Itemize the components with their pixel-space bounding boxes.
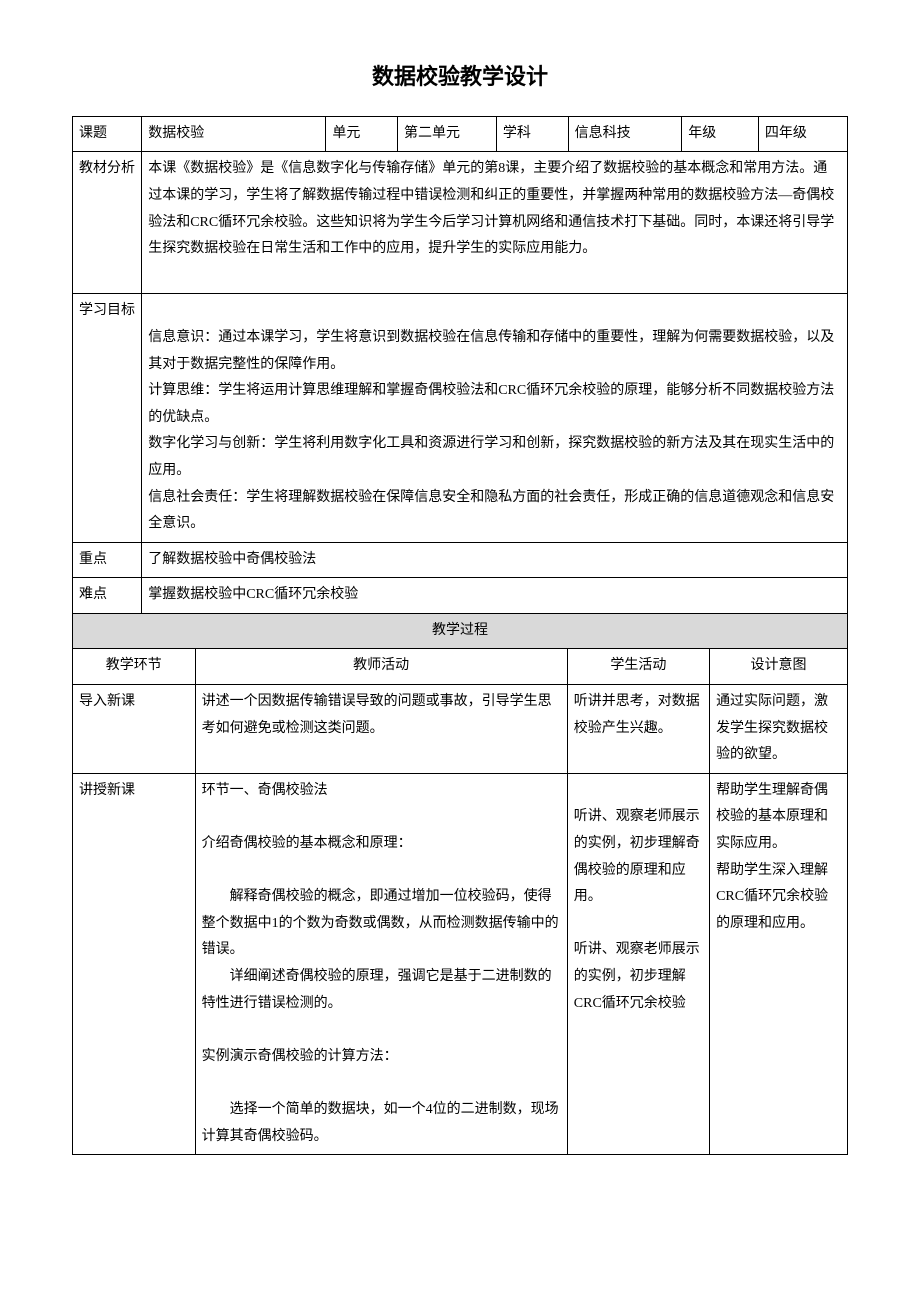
key-point-label: 重点 — [73, 542, 142, 578]
subject-label: 学科 — [496, 116, 568, 152]
intro-student-activity: 听讲并思考，对数据校验产生兴趣。 — [567, 685, 709, 774]
teacher-activity-header: 教师活动 — [195, 649, 567, 685]
blank-line — [202, 1070, 561, 1097]
teach-intent-2: 帮助学生深入理解CRC循环冗余校验的原理和应用。 — [716, 858, 841, 938]
grade-label: 年级 — [682, 116, 759, 152]
blank-line — [574, 778, 703, 805]
teach-lesson-row: 讲授新课 环节一、奇偶校验法 介绍奇偶校验的基本概念和原理： 解释奇偶校验的概念… — [73, 773, 848, 1154]
teach-example-detail: 选择一个简单的数据块，如一个4位的二进制数，现场计算其奇偶校验码。 — [202, 1097, 561, 1150]
intro-teacher-activity: 讲述一个因数据传输错误导致的问题或事故，引导学生思考如何避免或检测这类问题。 — [195, 685, 567, 774]
student-activity-header: 学生活动 — [567, 649, 709, 685]
blank-line — [202, 1017, 561, 1044]
intro-design-intent: 通过实际问题，激发学生探究数据校验的欲望。 — [710, 685, 848, 774]
lesson-plan-table: 课题 数据校验 单元 第二单元 学科 信息科技 年级 四年级 教材分析 本课《数… — [72, 116, 848, 650]
material-analysis-row: 教材分析 本课《数据校验》是《信息数字化与传输存储》单元的第8课，主要介绍了数据… — [73, 152, 848, 294]
teach-segment-1-title: 环节一、奇偶校验法 — [202, 778, 561, 805]
blank-line — [202, 858, 561, 885]
teach-student-activity: 听讲、观察老师展示的实例，初步理解奇偶校验的原理和应用。 听讲、观察老师展示的实… — [567, 773, 709, 1154]
teach-teacher-activity: 环节一、奇偶校验法 介绍奇偶校验的基本概念和原理： 解释奇偶校验的概念，即通过增… — [195, 773, 567, 1154]
difficulty-content: 掌握数据校验中CRC循环冗余校验 — [142, 578, 848, 614]
teach-concept-intro: 介绍奇偶校验的基本概念和原理： — [202, 831, 561, 858]
blank-line — [148, 263, 841, 290]
blank-line — [202, 804, 561, 831]
material-analysis-content: 本课《数据校验》是《信息数字化与传输存储》单元的第8课，主要介绍了数据校验的基本… — [142, 152, 848, 294]
teaching-process-header-row: 教学过程 — [73, 613, 848, 649]
material-analysis-label: 教材分析 — [73, 152, 142, 294]
difficulty-label: 难点 — [73, 578, 142, 614]
intro-lesson-label: 导入新课 — [73, 685, 196, 774]
teach-intent-1: 帮助学生理解奇偶校验的基本原理和实际应用。 — [716, 778, 841, 858]
segment-header: 教学环节 — [73, 649, 196, 685]
material-analysis-text: 本课《数据校验》是《信息数字化与传输存储》单元的第8课，主要介绍了数据校验的基本… — [148, 156, 841, 262]
goal-info-awareness: 信息意识：通过本课学习，学生将意识到数据校验在信息传输和存储中的重要性，理解为何… — [148, 325, 841, 378]
teach-principle-detail: 详细阐述奇偶校验的原理，强调它是基于二进制数的特性进行错误检测的。 — [202, 964, 561, 1017]
teach-concept-explain: 解释奇偶校验的概念，即通过增加一位校验码，使得整个数据中1的个数为奇数或偶数，从… — [202, 884, 561, 964]
teaching-process-header: 教学过程 — [73, 613, 848, 649]
difficulty-row: 难点 掌握数据校验中CRC循环冗余校验 — [73, 578, 848, 614]
blank-line — [574, 911, 703, 938]
learning-goals-label: 学习目标 — [73, 294, 142, 542]
design-intent-header: 设计意图 — [710, 649, 848, 685]
teach-design-intent: 帮助学生理解奇偶校验的基本原理和实际应用。 帮助学生深入理解CRC循环冗余校验的… — [710, 773, 848, 1154]
topic-label: 课题 — [73, 116, 142, 152]
teach-student-2: 听讲、观察老师展示的实例，初步理解CRC循环冗余校验 — [574, 937, 703, 1017]
teach-student-1: 听讲、观察老师展示的实例，初步理解奇偶校验的原理和应用。 — [574, 804, 703, 910]
topic-value: 数据校验 — [142, 116, 326, 152]
grade-value: 四年级 — [758, 116, 847, 152]
intro-lesson-row: 导入新课 讲述一个因数据传输错误导致的问题或事故，引导学生思考如何避免或检测这类… — [73, 685, 848, 774]
header-row: 课题 数据校验 单元 第二单元 学科 信息科技 年级 四年级 — [73, 116, 848, 152]
subject-value: 信息科技 — [568, 116, 682, 152]
teaching-process-table: 教学环节 教师活动 学生活动 设计意图 导入新课 讲述一个因数据传输错误导致的问… — [72, 648, 848, 1155]
learning-goals-row: 学习目标 信息意识：通过本课学习，学生将意识到数据校验在信息传输和存储中的重要性… — [73, 294, 848, 542]
goal-computational-thinking: 计算思维：学生将运用计算思维理解和掌握奇偶校验法和CRC循环冗余校验的原理，能够… — [148, 378, 841, 431]
document-title: 数据校验教学设计 — [72, 56, 848, 98]
teach-example-demo: 实例演示奇偶校验的计算方法： — [202, 1044, 561, 1071]
learning-goals-content: 信息意识：通过本课学习，学生将意识到数据校验在信息传输和存储中的重要性，理解为何… — [142, 294, 848, 542]
key-point-content: 了解数据校验中奇偶校验法 — [142, 542, 848, 578]
unit-label: 单元 — [326, 116, 398, 152]
key-point-row: 重点 了解数据校验中奇偶校验法 — [73, 542, 848, 578]
unit-value: 第二单元 — [398, 116, 497, 152]
teach-lesson-label: 讲授新课 — [73, 773, 196, 1154]
goal-digital-learning: 数字化学习与创新：学生将利用数字化工具和资源进行学习和创新，探究数据校验的新方法… — [148, 431, 841, 484]
process-subheader-row: 教学环节 教师活动 学生活动 设计意图 — [73, 649, 848, 685]
goal-info-responsibility: 信息社会责任：学生将理解数据校验在保障信息安全和隐私方面的社会责任，形成正确的信… — [148, 485, 841, 538]
blank-line — [148, 298, 841, 325]
